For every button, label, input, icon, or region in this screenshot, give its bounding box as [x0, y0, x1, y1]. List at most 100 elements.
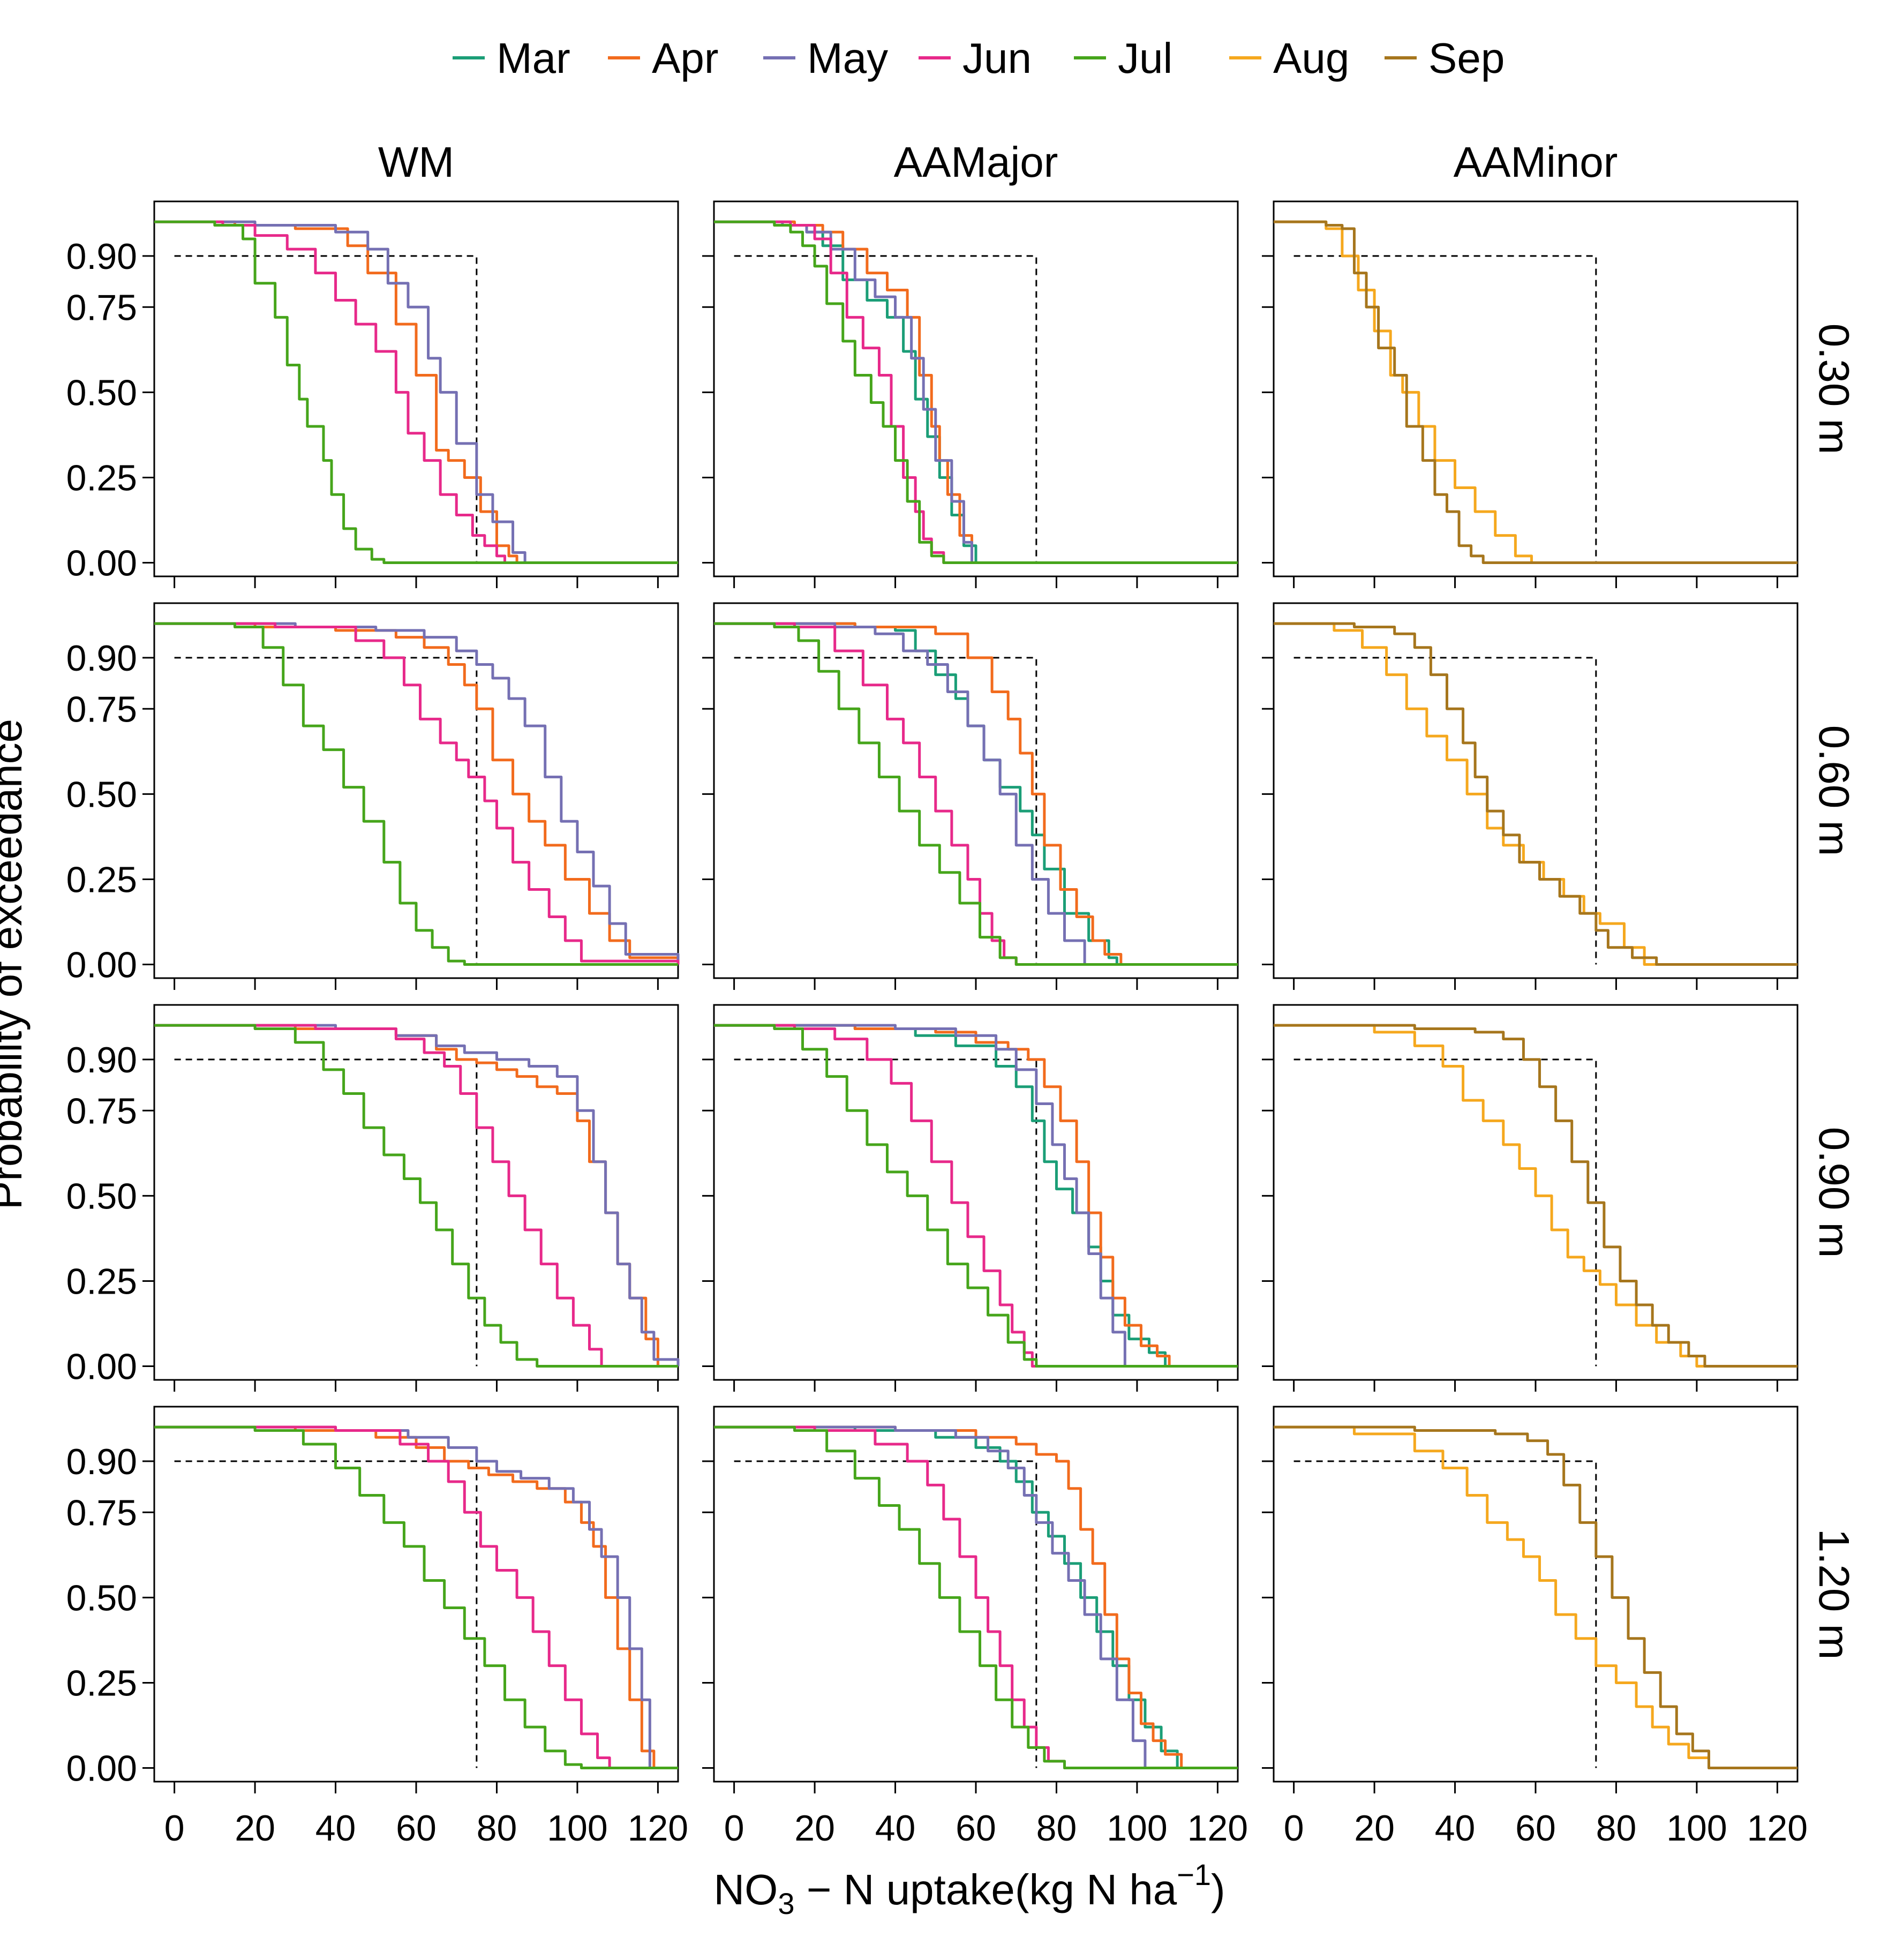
- reference-line: [174, 1460, 478, 1768]
- series-line-apr: [714, 220, 1238, 565]
- series-line-mar: [714, 622, 1238, 966]
- panel-frame: [713, 602, 1239, 979]
- y-tick-label: 0.25: [66, 859, 137, 900]
- y-tick-label: 0.75: [66, 1091, 137, 1131]
- series-line-apr: [154, 220, 678, 565]
- series-line-jun: [154, 622, 680, 965]
- reference-line: [174, 255, 478, 563]
- series-line-mar: [714, 220, 1238, 565]
- panel-aamajor-030: [713, 200, 1239, 577]
- panel-wm-090: [153, 1004, 680, 1381]
- x-tick-label: 40: [1435, 1808, 1476, 1849]
- x-axis-title-part: ): [1211, 1866, 1225, 1913]
- x-tick-label: 60: [956, 1808, 996, 1849]
- x-axis-title-part: − N uptake(kg N ha: [794, 1866, 1177, 1913]
- legend-label-may: May: [807, 34, 888, 82]
- y-tick-label: 0.50: [66, 774, 137, 815]
- x-axis-title-part: −1: [1177, 1858, 1211, 1891]
- panel-aamajor-120: [713, 1406, 1239, 1783]
- series-line-jul: [154, 1425, 678, 1770]
- legend-label-jul: Jul: [1118, 34, 1172, 82]
- y-tick-label: 0.75: [66, 1492, 137, 1533]
- column-strip-labels: WM AAMajor AAMinor: [378, 138, 1618, 186]
- x-tick-label: 120: [628, 1808, 688, 1849]
- series-line-may: [154, 220, 678, 565]
- x-axis-title-part: 3: [778, 1887, 794, 1920]
- x-tick-label: 0: [1284, 1808, 1304, 1849]
- reference-line: [734, 1460, 1037, 1768]
- row-label-120: 1.20 m: [1810, 1529, 1858, 1660]
- x-tick-label: 100: [1107, 1808, 1167, 1849]
- x-tick-label: 100: [1666, 1808, 1727, 1849]
- x-tick-label: 100: [547, 1808, 607, 1849]
- x-tick-label: 40: [315, 1808, 356, 1849]
- reference-line: [734, 1058, 1037, 1366]
- panel-frame: [153, 200, 679, 577]
- y-tick-label: 0.00: [66, 543, 137, 584]
- x-tick-label: 80: [1596, 1808, 1637, 1849]
- panel-aaminor-090: [1273, 1004, 1799, 1381]
- x-tick-label: 120: [1747, 1808, 1808, 1849]
- y-tick-label: 0.25: [66, 1663, 137, 1703]
- y-axis-title: Probability of exceedance: [0, 719, 31, 1210]
- row-strip-labels: 0.30 m 0.60 m 0.90 m 1.20 m: [1810, 324, 1858, 1660]
- series-line-jun: [714, 622, 1238, 966]
- reference-line: [734, 255, 1037, 563]
- series-line-may: [714, 220, 1238, 565]
- y-tick-label: 0.25: [66, 457, 137, 498]
- series-line-jul: [714, 1024, 1238, 1368]
- series-line-aug: [1274, 1425, 1797, 1770]
- x-tick-label: 20: [1354, 1808, 1395, 1849]
- panel-aamajor-060: [713, 602, 1239, 979]
- column-label-aaminor: AAMinor: [1454, 138, 1618, 186]
- series-line-sep: [1274, 1425, 1797, 1770]
- legend-label-jun: Jun: [962, 34, 1032, 82]
- y-tick-label: 0.00: [66, 1748, 137, 1789]
- reference-line: [174, 657, 478, 965]
- x-tick-label: 40: [875, 1808, 916, 1849]
- series-line-may: [154, 1425, 678, 1770]
- x-tick-label: 0: [724, 1808, 744, 1849]
- series-line-jun: [714, 1425, 1238, 1770]
- x-axis-title: NO3 − N uptake(kg N ha−1): [713, 1858, 1225, 1920]
- x-tick-label: 60: [396, 1808, 437, 1849]
- series-line-may: [154, 622, 680, 965]
- row-label-030: 0.30 m: [1810, 324, 1858, 455]
- x-tick-label: 80: [1036, 1808, 1077, 1849]
- panel-aaminor-030: [1273, 200, 1799, 577]
- series-line-jun: [154, 1425, 678, 1770]
- x-tick-label: 60: [1515, 1808, 1556, 1849]
- panel-frame: [713, 200, 1239, 577]
- reference-line: [174, 1058, 478, 1366]
- series-line-apr: [154, 1425, 678, 1770]
- row-label-060: 0.60 m: [1810, 725, 1858, 857]
- y-tick-label: 0.90: [66, 638, 137, 679]
- y-tick-label: 0.00: [66, 1347, 137, 1387]
- panel-frame: [1273, 200, 1799, 577]
- y-tick-label: 0.90: [66, 1040, 137, 1080]
- series-line-jul: [714, 1425, 1238, 1770]
- series-line-jul: [154, 1024, 678, 1368]
- panel-wm-120: [153, 1406, 679, 1783]
- x-tick-label: 0: [164, 1808, 185, 1849]
- series-line-mar: [714, 1024, 1238, 1368]
- panel-frame: [153, 1406, 679, 1783]
- panel-frame: [713, 1004, 1239, 1381]
- series-line-jul: [714, 220, 1238, 565]
- panel-wm-030: [153, 200, 679, 577]
- y-tick-label: 0.75: [66, 287, 137, 328]
- series-line-jun: [714, 220, 1238, 565]
- x-tick-label: 120: [1187, 1808, 1248, 1849]
- series-line-jun: [714, 1024, 1238, 1368]
- panel-aamajor-090: [713, 1004, 1239, 1381]
- y-tick-label: 0.50: [66, 1176, 137, 1216]
- panel-frame: [1273, 1406, 1799, 1783]
- panel-frame: [153, 1004, 679, 1381]
- column-label-aamajor: AAMajor: [894, 138, 1058, 186]
- panel-aaminor-060: [1273, 602, 1799, 979]
- reference-line: [1293, 657, 1597, 965]
- legend: Mar Apr May Jun Jul Aug Sep: [453, 34, 1505, 82]
- reference-line: [734, 657, 1037, 965]
- reference-line: [1293, 255, 1597, 563]
- series-line-jun: [154, 1024, 678, 1368]
